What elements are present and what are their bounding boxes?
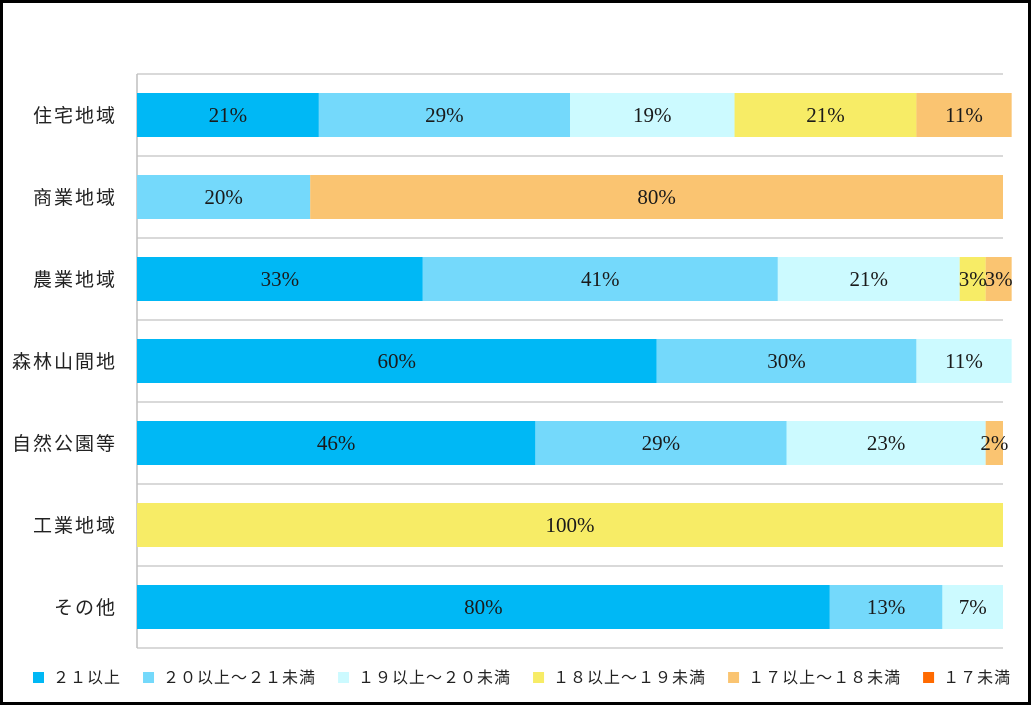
bar-segment xyxy=(137,93,319,137)
legend-swatch xyxy=(338,672,350,683)
data-label: 7% xyxy=(959,595,987,619)
legend-item: ２１以上 xyxy=(33,668,121,687)
category-label: 農業地域 xyxy=(33,269,117,291)
data-label: 11% xyxy=(945,103,983,127)
bar-segment xyxy=(959,257,986,301)
data-label: 21% xyxy=(209,103,248,127)
bar-segment xyxy=(137,175,311,219)
bar-segment xyxy=(777,257,960,301)
data-label: 30% xyxy=(767,349,806,373)
bar-segment xyxy=(916,93,1012,137)
data-label: 21% xyxy=(806,103,845,127)
data-label: 13% xyxy=(867,595,906,619)
data-label: 80% xyxy=(464,595,503,619)
bar-segment xyxy=(535,421,787,465)
legend-swatch xyxy=(533,672,545,683)
legend-swatch xyxy=(143,672,155,683)
data-label: 11% xyxy=(945,349,983,373)
data-label: 21% xyxy=(850,267,889,291)
bar-segment xyxy=(734,93,917,137)
bar-segment xyxy=(942,585,1003,629)
legend-swatch xyxy=(923,672,935,683)
bar-segment xyxy=(570,93,735,137)
legend-item: １７未満 xyxy=(923,668,1011,687)
data-label: 3% xyxy=(959,267,987,291)
bar-segment xyxy=(985,421,1003,465)
category-label: 住宅地域 xyxy=(33,105,117,127)
legend-swatch xyxy=(33,672,44,683)
category-label: その他 xyxy=(54,597,117,619)
legend: ２１以上 ２０以上～２１未満 １９以上～２０未満 １８以上～１９未満 １７以上～１８未満… xyxy=(33,668,1011,687)
legend-item: １９以上～２０未満 xyxy=(338,668,511,687)
bar-segment xyxy=(137,503,1003,547)
bar-segment xyxy=(318,93,570,137)
data-label: 46% xyxy=(317,431,356,455)
data-label: 60% xyxy=(378,349,417,373)
stacked-bar-chart: 21% 29% 19% 21% 11% 20% 80% 33% 41% 21% 3%3% 60% 30%… xyxy=(12,73,1013,687)
bars xyxy=(137,93,1012,629)
data-label: 29% xyxy=(425,103,464,127)
legend-label: ２０以上～２１未満 xyxy=(163,668,316,687)
bar-segment xyxy=(422,257,778,301)
data-label: 80% xyxy=(637,185,676,209)
category-label: 工業地域 xyxy=(33,515,117,537)
data-label: 33% xyxy=(261,267,300,291)
legend-swatch xyxy=(728,672,740,683)
bar-segment xyxy=(656,339,917,383)
bar-segment xyxy=(985,257,1012,301)
data-label: 100% xyxy=(546,513,595,537)
data-label: 23% xyxy=(867,431,906,455)
legend-label: ２１以上 xyxy=(53,668,121,687)
bar-segment xyxy=(310,175,1003,219)
legend-item: １８以上～１９未満 xyxy=(533,668,706,687)
bar-segment xyxy=(137,585,830,629)
category-label: 自然公園等 xyxy=(12,433,117,455)
bar-segment xyxy=(916,339,1012,383)
legend-label: １７以上～１８未満 xyxy=(748,668,901,687)
bar-segment xyxy=(137,257,423,301)
data-label: 19% xyxy=(633,103,672,127)
bar-segment xyxy=(829,585,943,629)
legend-item: ２０以上～２１未満 xyxy=(143,668,316,687)
legend-label: １８以上～１９未満 xyxy=(553,668,706,687)
data-label: 3% xyxy=(985,267,1013,291)
legend-item: １７以上～１８未満 xyxy=(728,668,901,687)
legend-label: １７未満 xyxy=(943,668,1011,687)
legend-label: １９以上～２０未満 xyxy=(358,668,511,687)
data-label: 29% xyxy=(642,431,681,455)
data-label: 2% xyxy=(980,431,1008,455)
category-label: 森林山間地 xyxy=(12,351,117,373)
data-label: 20% xyxy=(204,185,243,209)
data-label: 41% xyxy=(581,267,620,291)
bar-segment xyxy=(786,421,986,465)
bar-segment xyxy=(137,339,657,383)
gridlines xyxy=(136,73,1003,649)
data-labels: 21% 29% 19% 21% 11% 20% 80% 33% 41% 21% 3%3% 60% 30%… xyxy=(204,103,1012,619)
category-label: 商業地域 xyxy=(33,187,117,209)
bar-segment xyxy=(137,421,536,465)
